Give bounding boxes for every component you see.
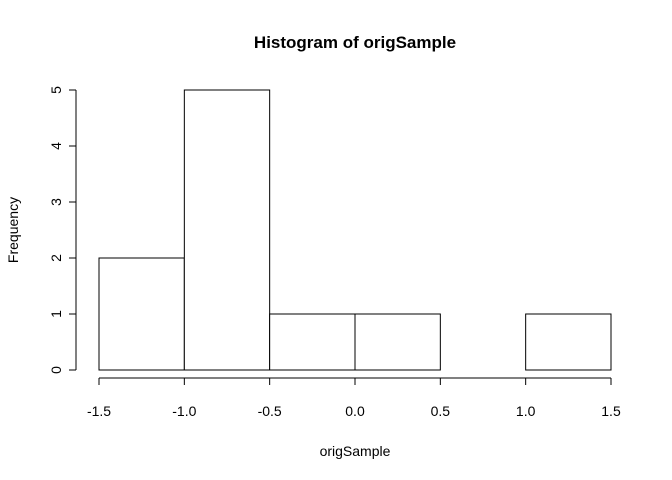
x-axis-label: origSample [320, 443, 391, 459]
chart-title: Histogram of origSample [254, 33, 456, 52]
x-tick-label: 1.5 [601, 403, 621, 419]
y-tick-label: 3 [48, 198, 64, 206]
y-tick-label: 1 [48, 310, 64, 318]
x-tick-label: -1.5 [87, 403, 111, 419]
y-axis: 0 1 2 3 4 5 [48, 86, 77, 374]
x-tick-label: -0.5 [258, 403, 282, 419]
histogram-bar-1 [183, 89, 271, 371]
y-tick-label: 4 [48, 142, 64, 150]
y-tick-label: 2 [48, 254, 64, 262]
histogram-bar-3 [354, 313, 441, 371]
histogram-bar-0 [98, 257, 185, 371]
y-tick-label: 0 [48, 366, 64, 374]
bars-group [98, 89, 612, 371]
x-tick-label: -1.0 [172, 403, 196, 419]
histogram-bar-2 [269, 313, 356, 371]
x-tick-label: 0.5 [431, 403, 451, 419]
y-tick-label: 5 [48, 86, 64, 94]
histogram-bar-5 [525, 313, 612, 371]
x-tick-label: 1.0 [516, 403, 536, 419]
x-axis: -1.5 -1.0 -0.5 0.0 0.5 1.0 1.5 [87, 377, 621, 419]
x-tick-label: 0.0 [345, 403, 365, 419]
y-axis-label: Frequency [5, 197, 21, 263]
